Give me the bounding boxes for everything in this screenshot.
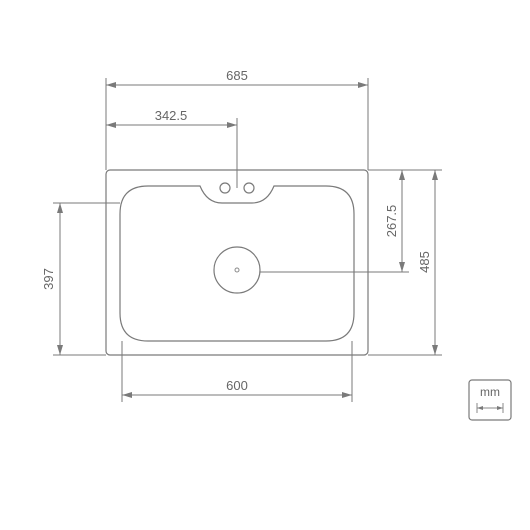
sink-outline xyxy=(106,170,368,355)
dim-bottom: 600 xyxy=(122,341,352,402)
tech-drawing: 685 342.5 600 397 267.5 xyxy=(0,0,530,530)
dim-3425-label: 342.5 xyxy=(155,108,188,123)
dim-685-label: 685 xyxy=(226,68,248,83)
dim-top-half: 342.5 xyxy=(106,108,237,188)
dim-left: 397 xyxy=(41,203,120,355)
dim-485-label: 485 xyxy=(417,251,432,273)
dim-right-half: 267.5 xyxy=(260,170,409,272)
dim-right-total: 485 xyxy=(368,170,442,355)
dim-2675-label: 267.5 xyxy=(384,205,399,238)
unit-box: mm xyxy=(469,380,511,420)
dim-600-label: 600 xyxy=(226,378,248,393)
unit-label: mm xyxy=(480,385,500,399)
dim-397-label: 397 xyxy=(41,268,56,290)
